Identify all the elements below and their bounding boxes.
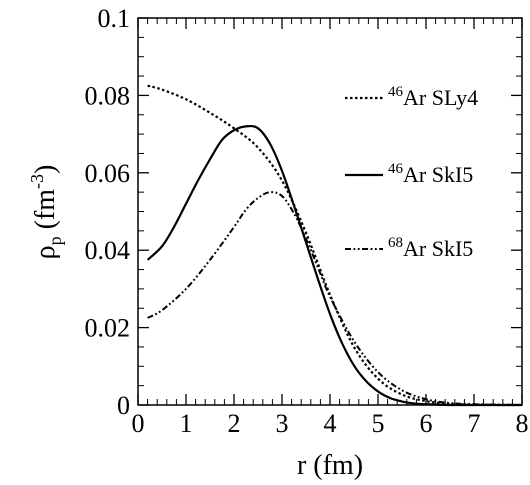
- legend-text-46ar-ski5: Ar SkI5: [403, 162, 473, 187]
- major-ticks: [137, 17, 523, 406]
- y-axis-title-base: ρ: [30, 245, 61, 259]
- legend: 46Ar SLy4 46Ar SkI5 68Ar SkI5: [345, 84, 478, 261]
- series-lines: [146, 84, 523, 407]
- plot-frame: [137, 17, 523, 406]
- legend-sup-46ar-sly4: 46: [388, 84, 404, 100]
- y-axis-title-mid: (fm: [30, 189, 61, 237]
- y-axis-title: ρp (fm-3): [27, 165, 65, 260]
- y-axis-title-end: ): [30, 165, 61, 174]
- x-tick-label: 4: [324, 409, 337, 438]
- minor-ticks: [138, 18, 522, 405]
- y-tick-label: 0.08: [85, 81, 131, 110]
- legend-sup-46ar-ski5: 46: [388, 161, 404, 177]
- x-tick-label: 0: [132, 409, 145, 438]
- x-tick-labels: 0 1 2 3 4 5 6 7 8: [132, 409, 529, 438]
- x-tick-label: 8: [516, 409, 529, 438]
- series-line-68ar-ski5: [147, 191, 523, 406]
- x-tick-label: 1: [180, 409, 193, 438]
- legend-label-46ar-sly4: 46Ar SLy4: [388, 84, 478, 110]
- x-tick-label: 5: [372, 409, 385, 438]
- legend-label-68ar-ski5: 68Ar SkI5: [388, 235, 473, 261]
- y-tick-label: 0.04: [85, 236, 131, 265]
- x-tick-label: 2: [228, 409, 241, 438]
- y-axis-title-sub: p: [45, 236, 65, 245]
- x-tick-label: 6: [420, 409, 433, 438]
- legend-text-68ar-ski5: Ar SkI5: [403, 236, 473, 261]
- y-axis-title-sup: -3: [27, 174, 47, 189]
- legend-item-46ar-sly4: 46Ar SLy4: [345, 84, 478, 110]
- legend-text-46ar-sly4: Ar SLy4: [403, 85, 478, 110]
- y-tick-label: 0: [117, 391, 130, 420]
- series-line-46ar-sly4: [147, 84, 523, 407]
- series-line-46ar-ski5: [146, 124, 522, 407]
- x-tick-label: 3: [276, 409, 289, 438]
- legend-item-68ar-ski5: 68Ar SkI5: [345, 235, 473, 261]
- y-tick-label: 0.02: [85, 314, 131, 343]
- x-tick-label: 7: [468, 409, 481, 438]
- y-tick-label: 0.1: [98, 4, 131, 33]
- y-tick-label: 0.06: [85, 159, 131, 188]
- legend-item-46ar-ski5: 46Ar SkI5: [345, 161, 473, 187]
- legend-label-46ar-ski5: 46Ar SkI5: [388, 161, 473, 187]
- y-tick-labels: 0 0.02 0.04 0.06 0.08 0.1: [85, 4, 131, 420]
- legend-sup-68ar-ski5: 68: [388, 235, 403, 251]
- x-axis-title: r (fm): [297, 450, 363, 481]
